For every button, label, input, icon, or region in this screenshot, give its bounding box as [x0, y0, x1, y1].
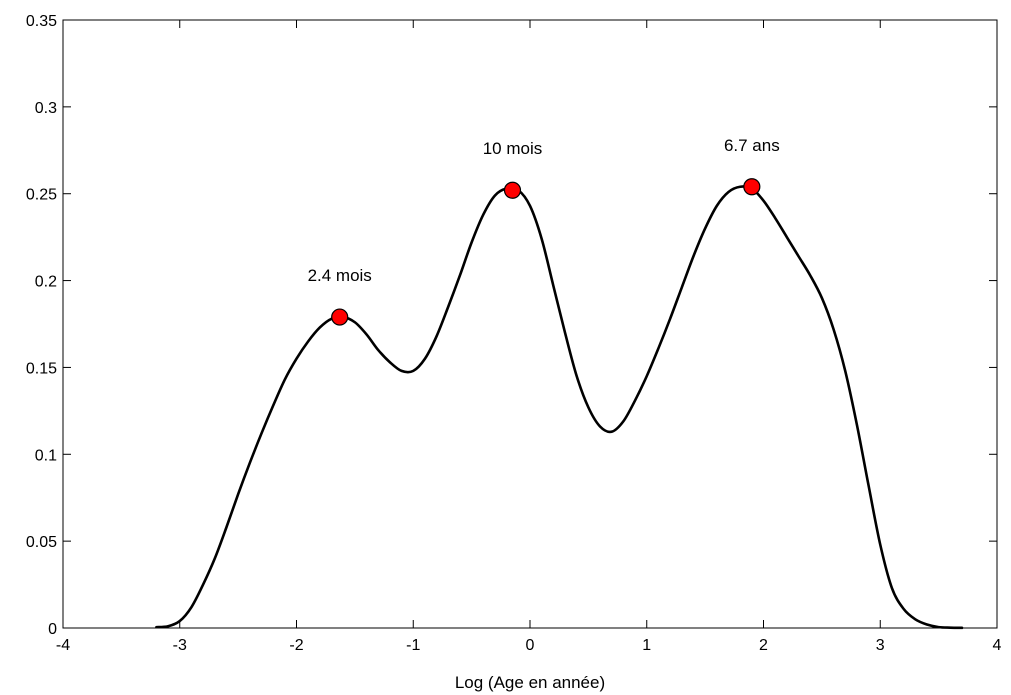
density-curve — [155, 185, 964, 630]
y-tick-label: 0.05 — [26, 534, 57, 551]
peak-labels: 2.4 mois 10 mois 6.7 ans — [308, 136, 780, 285]
x-tick-labels: -4 -3 -2 -1 0 1 2 3 4 — [56, 637, 1002, 654]
peak-marker — [503, 181, 522, 199]
x-tick-label: 0 — [526, 637, 535, 654]
y-tick-labels: 0 0.05 0.1 0.15 0.2 0.25 0.3 0.35 — [26, 13, 57, 638]
x-axis-label: Log (Age en année) — [455, 673, 605, 692]
peak-marker — [743, 178, 761, 196]
peak-markers — [331, 178, 761, 326]
x-tick-label: -4 — [56, 637, 70, 654]
peak-marker — [331, 308, 349, 326]
y-tick-label: 0.2 — [35, 274, 57, 291]
peak-label: 6.7 ans — [724, 136, 780, 155]
y-tick-label: 0.35 — [26, 13, 57, 30]
plot-area — [62, 19, 998, 629]
y-tick-label: 0.15 — [26, 360, 57, 377]
peak-label: 2.4 mois — [308, 266, 372, 285]
peak-label: 10 mois — [483, 139, 543, 158]
x-tick-label: 2 — [759, 637, 768, 654]
y-tick-label: 0.3 — [35, 100, 57, 117]
x-tick-label: 3 — [876, 637, 885, 654]
x-tick-label: -3 — [173, 637, 187, 654]
x-tick-label: -1 — [406, 637, 420, 654]
tick-marks — [62, 19, 998, 629]
y-tick-label: 0.25 — [26, 187, 57, 204]
y-tick-label: 0 — [48, 621, 57, 638]
y-tick-label: 0.1 — [35, 447, 57, 464]
x-tick-label: 1 — [642, 637, 651, 654]
x-tick-label: -2 — [289, 637, 303, 654]
x-tick-label: 4 — [993, 637, 1002, 654]
